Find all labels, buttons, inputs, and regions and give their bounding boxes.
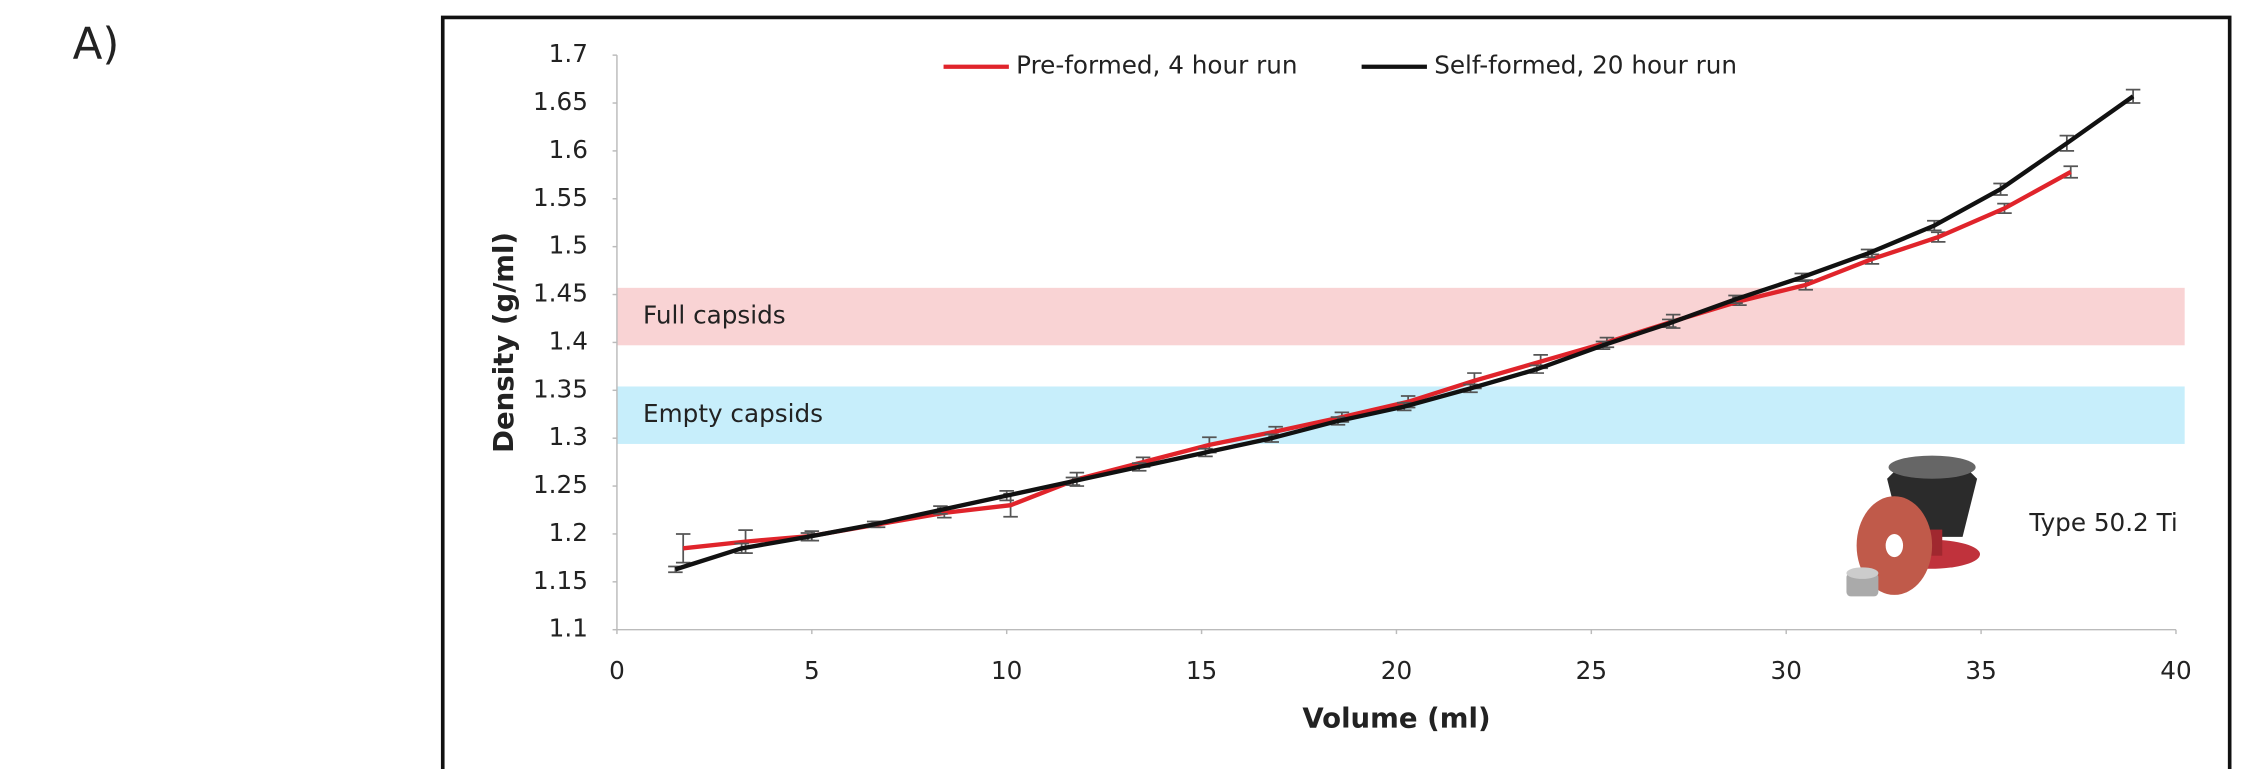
band-label: Full capsids (643, 301, 786, 330)
y-tick-label: 1.15 (533, 566, 588, 595)
panel-label: A) (73, 19, 120, 69)
y-tick-label: 1.5 (549, 231, 588, 260)
y-tick-label: 1.2 (549, 518, 588, 547)
x-tick-label: 35 (1965, 656, 1996, 685)
y-tick-label: 1.6 (549, 135, 588, 164)
y-axis-title: Density (g/ml) (487, 232, 520, 453)
band (617, 288, 2185, 345)
y-tick-label: 1.1 (549, 614, 588, 643)
x-tick-label: 15 (1186, 656, 1217, 685)
y-tick-label: 1.55 (533, 183, 588, 212)
x-tick-label: 5 (804, 656, 820, 685)
x-axis-title: Volume (ml) (1302, 702, 1490, 735)
y-tick-label: 1.45 (533, 279, 588, 308)
page: {"panel_label":"A)", "chart_data":{"type… (0, 0, 2250, 769)
rotor-image (1846, 456, 1980, 597)
legend-label: Self-formed, 20 hour run (1434, 51, 1737, 80)
x-tick-label: 20 (1381, 656, 1412, 685)
y-tick-label: 1.25 (533, 470, 588, 499)
band (617, 386, 2185, 443)
legend-label: Pre-formed, 4 hour run (1016, 51, 1297, 80)
x-tick-label: 10 (991, 656, 1022, 685)
y-tick-label: 1.65 (533, 87, 588, 116)
y-tick-label: 1.4 (549, 326, 588, 355)
x-tick-label: 30 (1771, 656, 1802, 685)
x-tick-label: 40 (2160, 656, 2191, 685)
annotation: Type 50.2 Ti (2028, 508, 2177, 537)
x-tick-label: 25 (1576, 656, 1607, 685)
y-tick-label: 1.35 (533, 374, 588, 403)
x-tick-label: 0 (609, 656, 625, 685)
y-tick-label: 1.3 (549, 422, 588, 451)
series-line (683, 172, 2071, 548)
figure: A) Full capsids Empty capsids 1.1 1.15 1.2 1.… (0, 0, 2250, 769)
band-label: Empty capsids (643, 399, 823, 428)
y-tick-label: 1.7 (549, 39, 588, 68)
